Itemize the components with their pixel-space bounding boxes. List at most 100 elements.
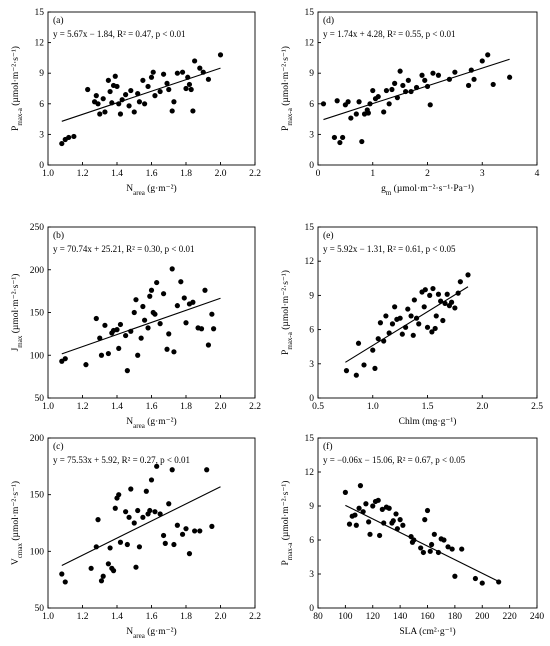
regression-line [61,486,221,567]
data-point [62,356,68,362]
regression-line [345,504,501,583]
x-axis-title: Narea (g·m⁻²) [126,183,176,197]
data-point [136,544,143,550]
y-tick-label: 6 [309,100,314,110]
data-point [150,69,156,75]
data-point [367,531,373,537]
data-point [359,138,365,145]
data-point [109,100,115,106]
data-point [124,541,130,548]
data-point [93,544,99,550]
data-point [205,76,212,82]
data-point [114,83,120,90]
data-point [370,347,376,353]
data-point [452,305,458,311]
data-point [465,82,472,89]
data-point [169,467,175,473]
data-point [174,70,180,76]
data-point [160,532,167,539]
data-point [366,519,372,525]
data-point [135,91,141,97]
data-point [181,295,187,301]
data-point [375,336,381,342]
data-point [459,546,465,552]
data-point [123,332,129,339]
y-tick-label: 12 [305,257,315,267]
data-point [392,304,398,310]
data-point [479,580,485,586]
data-point [98,352,105,358]
data-point [142,101,148,107]
x-axis-title: Narea (g·m⁻²) [126,416,176,430]
data-point [217,52,224,58]
y-axis-title: Vcmax (µmol·m⁻²·s⁻¹) [10,481,24,565]
data-point [202,287,208,293]
data-point [343,368,350,374]
data-point [429,329,435,335]
data-point [117,539,124,545]
panel-label: (e) [323,230,334,241]
data-point [135,507,141,514]
data-point [71,133,77,140]
y-tick-label: 3 [309,360,314,370]
y-tick-label: 0 [309,394,314,404]
data-point [200,69,206,75]
data-point [95,101,101,107]
x-tick-label: 2.5 [531,402,543,412]
y-tick-label: 9 [309,291,314,301]
data-point [372,365,378,371]
data-point [152,509,158,515]
x-tick-label: 140 [393,612,408,622]
data-point [433,313,439,319]
x-tick-label: 1.2 [77,612,89,622]
data-point [422,77,428,83]
data-point [147,507,153,514]
x-tick-label: 1.8 [180,612,192,622]
data-point [107,88,113,95]
x-tick-label: 1.0 [42,402,54,412]
data-point [135,352,141,358]
data-point [340,134,346,141]
x-tick-label: 2.2 [249,612,261,622]
data-point [83,362,89,368]
data-point [112,73,118,79]
y-axis-title: Pmax-a (µmol·m⁻²·s⁻¹) [10,46,24,131]
data-point [174,522,180,528]
data-point [438,298,444,304]
y-tick-label: 9 [39,69,44,79]
data-point [444,291,450,297]
data-point [105,77,111,83]
data-point [422,517,428,523]
data-point [377,320,384,326]
data-point [209,523,215,530]
data-point [169,266,175,272]
data-point [348,115,354,121]
regression-equation: y = 1.74x + 4.28, R² = 0.55, p < 0.01 [323,29,456,39]
data-point [119,97,125,103]
x-tick-label: 100 [338,612,353,622]
regression-equation: y = 5.92x − 1.31, R² = 0.61, p < 0.05 [323,244,456,254]
data-point [365,110,371,116]
data-point [93,93,99,99]
data-point [342,489,348,495]
data-point [116,492,122,498]
data-point [143,488,149,494]
data-point [133,564,139,570]
x-tick-label: 1 [370,169,375,179]
data-point [411,537,417,543]
data-point [418,545,424,551]
y-tick-label: 200 [30,434,45,444]
data-point [370,87,376,94]
data-point [427,102,433,108]
data-point [353,372,359,378]
data-point [179,69,186,75]
data-point [198,326,205,332]
x-tick-label: 120 [366,612,381,622]
x-tick-label: 1.2 [77,402,89,412]
data-point [381,109,387,115]
data-point [320,101,327,107]
data-point [363,501,369,507]
data-point [171,541,177,548]
data-point [62,579,68,585]
data-point [435,549,442,556]
